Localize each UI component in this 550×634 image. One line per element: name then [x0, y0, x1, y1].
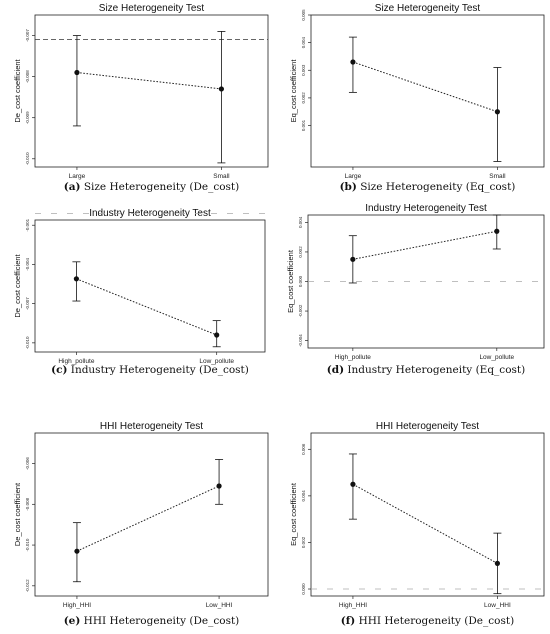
y-tick-label: 0.002 [301, 536, 306, 548]
x-tick-label: High_pollute [58, 358, 95, 365]
chart-panel-2: Size Heterogeneity Test 0.001 0.002 0.003 0.… [289, 3, 545, 193]
x-tick-label: High_HHI [339, 602, 367, 609]
y-tick-label: 0.004 [298, 216, 303, 228]
x-tick-label: Small [489, 173, 506, 180]
caption-label: (c) [51, 364, 67, 376]
plot-frame [34, 432, 269, 597]
chart-title: Size Heterogeneity Test [375, 3, 481, 14]
chart-panel-1: Size Heterogeneity Test -0.007 -0.008 -0.00… [13, 3, 269, 193]
caption-text: Industry Heterogeneity (Eq_cost) [344, 364, 525, 376]
y-axis-label: Eq_cost coefficient [289, 59, 298, 123]
y-axis-label: De_cost coefficient [13, 482, 22, 546]
y-tick-label: -0.001 [25, 218, 30, 231]
connector-line [352, 230, 497, 260]
y-tick-label: -0.007 [25, 297, 30, 310]
chart-title: Industry Heterogeneity Test [365, 203, 487, 214]
chart-title: HHI Heterogeneity Test [376, 421, 479, 432]
y-tick-label: -0.006 [25, 457, 30, 470]
point-estimate [216, 483, 222, 489]
y-tick-label: 0.001 [301, 119, 306, 131]
point-estimate [74, 548, 80, 554]
x-tick-label: High_pollute [335, 354, 372, 361]
y-axis-label: De_cost coefficient [13, 253, 22, 317]
y-tick-label: -0.010 [25, 538, 30, 551]
connector-line [76, 485, 220, 552]
y-tick-label: 0.005 [301, 9, 306, 21]
chart-panel-3: Industry Heterogeneity Test-0.001-0.004-… [13, 208, 266, 376]
caption-label: (f) [341, 615, 355, 627]
point-estimate [494, 109, 500, 115]
point-estimate [73, 276, 79, 282]
point-estimate [350, 481, 356, 487]
caption-text: Industry Heterogeneity (De_cost) [67, 364, 248, 376]
point-estimate [494, 560, 500, 567]
x-tick-label: Low_HHI [484, 602, 511, 609]
y-tick-label: -0.007 [25, 29, 30, 42]
x-tick-label: Low_HHI [206, 602, 233, 609]
y-tick-label: -0.012 [25, 579, 30, 592]
y-tick-label: -0.010 [25, 152, 30, 165]
chart-panel-4: Industry Heterogeneity Test 0.004 0.002 0.0… [286, 203, 545, 376]
chart-title: HHI Heterogeneity Test [100, 421, 203, 432]
figure-caption: (a) Size Heterogeneity (De_cost) [64, 181, 240, 193]
caption-text: Size Heterogeneity (Eq_cost) [357, 181, 516, 193]
point-estimate [350, 256, 356, 262]
y-axis-label: De_cost coefficient [13, 58, 22, 122]
y-tick-label: 0.004 [301, 490, 306, 502]
caption-label: (b) [340, 181, 357, 193]
caption-label: (d) [327, 364, 344, 376]
y-tick-label: -0.009 [25, 111, 30, 124]
point-estimate [74, 69, 80, 76]
point-estimate [218, 86, 224, 92]
chart-panel-5: HHI Heterogeneity Test -0.006 -0.008 -0.010… [13, 421, 269, 627]
figure-caption: (f) HHI Heterogeneity (De_cost) [341, 615, 514, 627]
x-tick-label: Small [213, 173, 230, 180]
caption-text: HHI Heterogeneity (De_cost) [80, 615, 239, 627]
y-tick-label: -0.008 [25, 497, 30, 510]
chart-panel-6: HHI Heterogeneity Test 0.006 0.004 0.002 0.0… [289, 421, 545, 627]
caption-label: (a) [64, 181, 81, 193]
y-tick-label: -0.008 [25, 70, 30, 83]
figure-caption: (d) Industry Heterogeneity (Eq_cost) [327, 364, 525, 376]
figure-caption: (b) Size Heterogeneity (Eq_cost) [340, 181, 516, 193]
plot-frame [310, 14, 545, 168]
x-tick-label: Large [69, 173, 86, 180]
plot-frame [34, 14, 269, 168]
y-tick-label: -0.002 [298, 304, 303, 317]
y-tick-label: 0.006 [301, 443, 306, 455]
y-tick-label: 0.002 [301, 92, 306, 104]
y-tick-label: -0.004 [25, 258, 30, 271]
y-axis-label: Eq_cost coefficient [289, 482, 298, 546]
point-estimate [494, 228, 500, 234]
y-tick-label: 0.002 [298, 246, 303, 258]
plot-frame [34, 219, 266, 353]
y-tick-label: 0.004 [301, 37, 306, 49]
x-tick-label: Low_pollute [479, 354, 514, 361]
caption-text: Size Heterogeneity (De_cost) [80, 181, 239, 193]
x-tick-label: Low_pollute [199, 358, 234, 365]
y-tick-label: 0.000 [298, 275, 303, 287]
y-axis-label: Eq_cost coefficient [286, 249, 295, 313]
y-tick-label: -0.004 [298, 334, 303, 347]
connector-line [76, 278, 217, 336]
figure-caption: (c) Industry Heterogeneity (De_cost) [51, 364, 249, 376]
y-tick-label: 0.003 [301, 64, 306, 76]
y-tick-label: -0.010 [25, 336, 30, 349]
plot-frame [310, 432, 545, 597]
figure-caption: (e) HHI Heterogeneity (De_cost) [64, 615, 240, 627]
point-estimate [350, 59, 356, 65]
y-tick-label: 0.000 [301, 583, 306, 595]
caption-text: HHI Heterogeneity (De_cost) [355, 615, 514, 627]
x-tick-label: Large [345, 173, 362, 180]
chart-title: Size Heterogeneity Test [99, 3, 205, 14]
caption-label: (e) [64, 615, 81, 627]
point-estimate [214, 332, 220, 338]
x-tick-label: High_HHI [63, 602, 91, 609]
